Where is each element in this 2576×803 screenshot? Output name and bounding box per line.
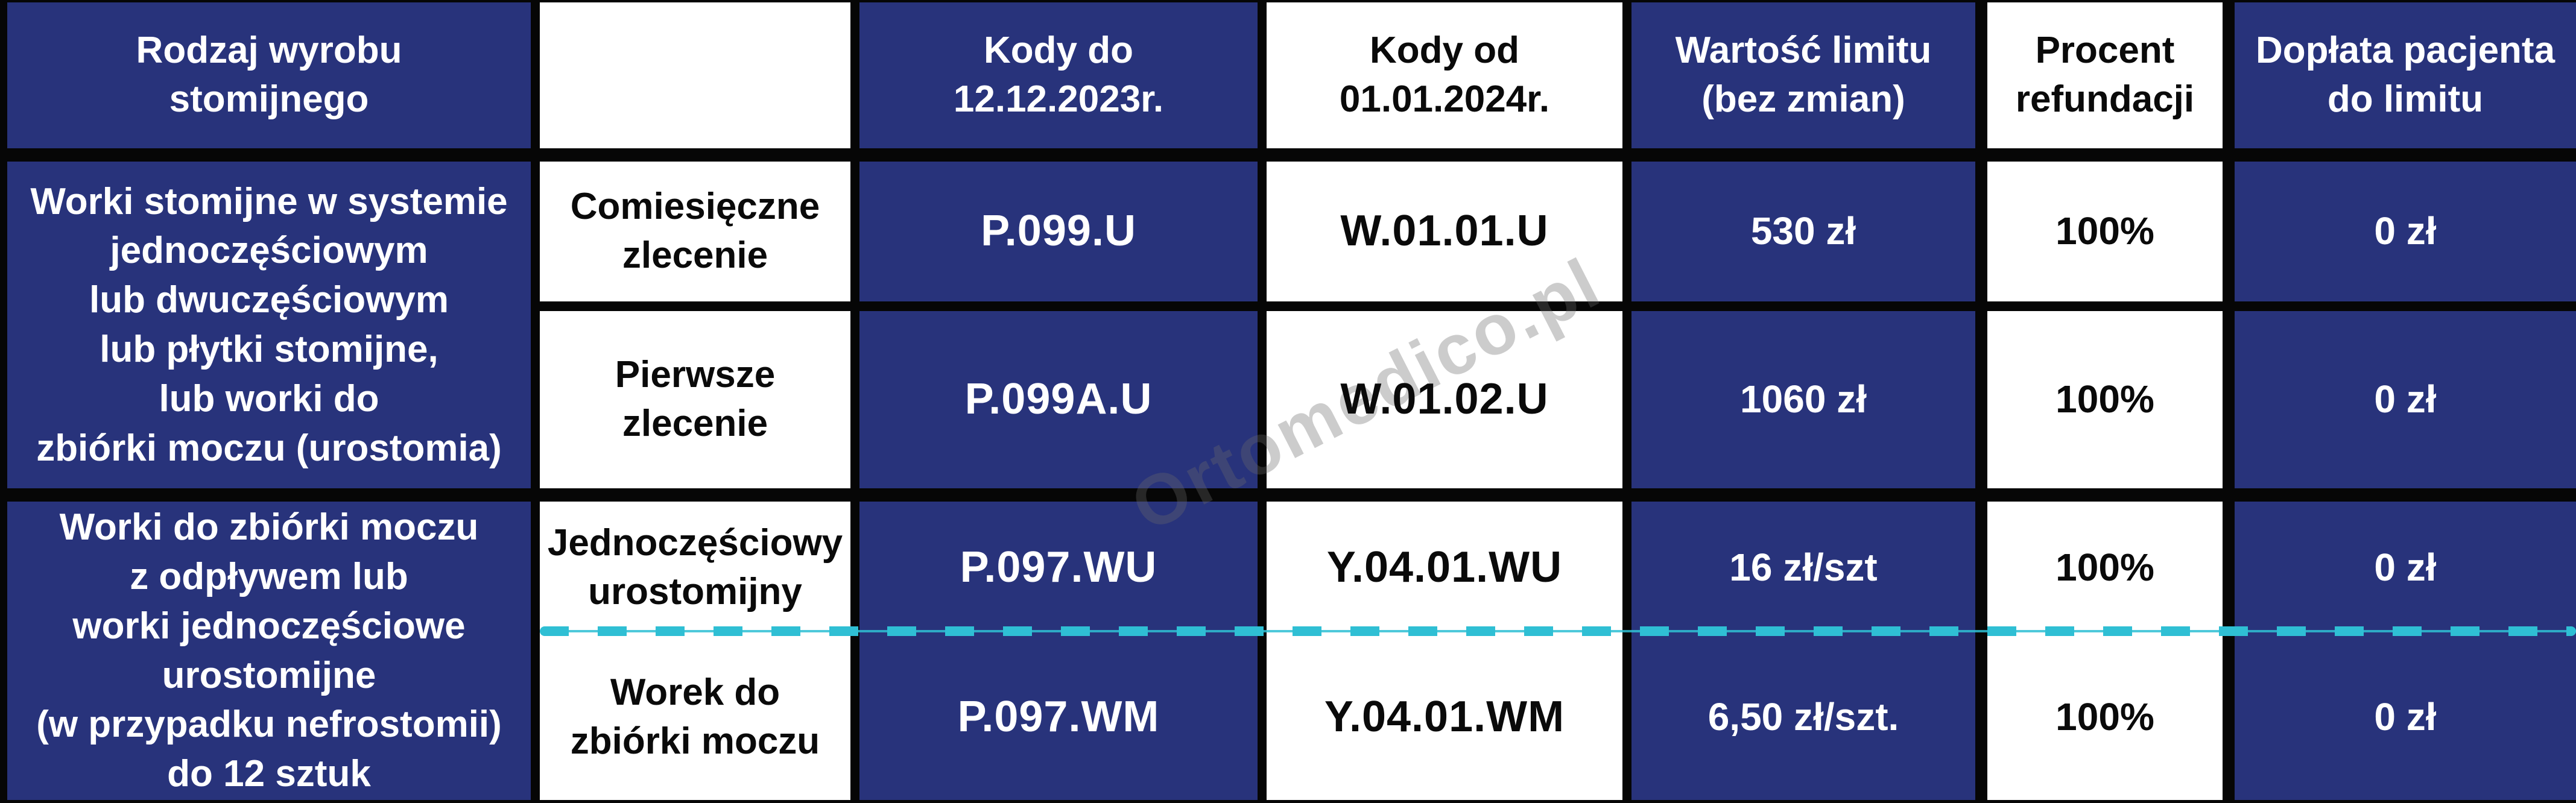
code-old-value: P.099A.U (964, 375, 1153, 424)
header-refund-percent-label: Procent refundacji (2015, 30, 2195, 120)
copay-cell: 0 zł (2235, 162, 2576, 301)
order-type-cell: Pierwsze zlecenie (540, 311, 850, 488)
code-old-cell: P.097.WU (859, 502, 1258, 634)
header-codes-from-label: Kody od 01.01.2024r. (1339, 30, 1550, 120)
limit-value: 16 zł/szt (1729, 546, 1878, 590)
percent-cell: 100% (1987, 311, 2223, 488)
code-old-value: P.099.U (981, 207, 1136, 256)
copay-cell: 0 zł (2235, 311, 2576, 488)
copay-value: 0 zł (2374, 546, 2437, 590)
percent-value: 100% (2055, 377, 2154, 421)
order-type-label: Pierwsze zlecenie (615, 354, 776, 444)
code-new-cell: Y.04.01.WM (1267, 634, 1622, 800)
group-product-2-label: Worki do zbiórki moczu z odpływem lub wo… (36, 506, 502, 795)
limit-cell: 530 zł (1631, 162, 1975, 301)
percent-value: 100% (2055, 546, 2154, 590)
code-new-cell: W.01.01.U (1267, 162, 1622, 301)
order-type-cell: Worek do zbiórki moczu (540, 634, 850, 800)
limit-cell: 1060 zł (1631, 311, 1975, 488)
percent-value: 100% (2055, 694, 2154, 738)
code-old-cell: P.097.WM (859, 634, 1258, 800)
order-type-label: Worek do zbiórki moczu (570, 671, 820, 762)
percent-cell: 100% (1987, 162, 2223, 301)
code-new-value: Y.04.01.WU (1326, 543, 1563, 592)
group-cell-product-1: Worki stomijne w systemie jednoczęściowy… (7, 162, 531, 488)
group-product-1-label: Worki stomijne w systemie jednoczęściowy… (30, 180, 508, 469)
header-limit-value-label: Wartość limitu (bez zmian) (1675, 30, 1932, 120)
code-new-value: W.01.02.U (1340, 375, 1549, 424)
copay-value: 0 zł (2374, 694, 2437, 738)
header-cell-codes-until: Kody do 12.12.2023r. (859, 2, 1258, 148)
header-cell-product-type: Rodzaj wyrobu stomijnego (7, 2, 531, 148)
code-new-value: W.01.01.U (1340, 207, 1549, 256)
limit-cell: 16 zł/szt (1631, 502, 1975, 634)
limit-value: 530 zł (1750, 209, 1856, 253)
order-type-cell: Comiesięczne zlecenie (540, 162, 850, 301)
percent-cell: 100% (1987, 634, 2223, 800)
code-old-cell: P.099.U (859, 162, 1258, 301)
order-type-label: Jednoczęściowy urostomijny (547, 522, 843, 612)
code-new-cell: W.01.02.U (1267, 311, 1622, 488)
copay-value: 0 zł (2374, 209, 2437, 253)
copay-cell: 0 zł (2235, 634, 2576, 800)
header-product-type-label: Rodzaj wyrobu stomijnego (136, 30, 402, 120)
code-old-value: P.097.WU (960, 543, 1157, 592)
order-type-label: Comiesięczne zlecenie (570, 186, 820, 276)
percent-cell: 100% (1987, 502, 2223, 634)
dashed-divider-line (540, 626, 2576, 636)
header-cell-codes-from: Kody od 01.01.2024r. (1267, 2, 1622, 148)
copay-cell: 0 zł (2235, 502, 2576, 634)
header-cell-refund-percent: Procent refundacji (1987, 2, 2223, 148)
header-cell-limit-value: Wartość limitu (bez zmian) (1631, 2, 1975, 148)
code-old-cell: P.099A.U (859, 311, 1258, 488)
limit-cell: 6,50 zł/szt. (1631, 634, 1975, 800)
copay-value: 0 zł (2374, 377, 2437, 421)
group-cell-product-2: Worki do zbiórki moczu z odpływem lub wo… (7, 502, 531, 800)
code-new-value: Y.04.01.WM (1324, 692, 1565, 741)
limit-value: 1060 zł (1740, 377, 1867, 421)
header-patient-copay-label: Dopłata pacjenta do limitu (2255, 30, 2555, 120)
limit-value: 6,50 zł/szt. (1707, 694, 1899, 738)
order-type-cell: Jednoczęściowy urostomijny (540, 502, 850, 634)
code-new-cell: Y.04.01.WU (1267, 502, 1622, 634)
header-cell-order-type (540, 2, 850, 148)
code-old-value: P.097.WM (957, 692, 1160, 741)
header-codes-until-label: Kody do 12.12.2023r. (953, 30, 1164, 120)
header-cell-patient-copay: Dopłata pacjenta do limitu (2235, 2, 2576, 148)
percent-value: 100% (2055, 209, 2154, 253)
